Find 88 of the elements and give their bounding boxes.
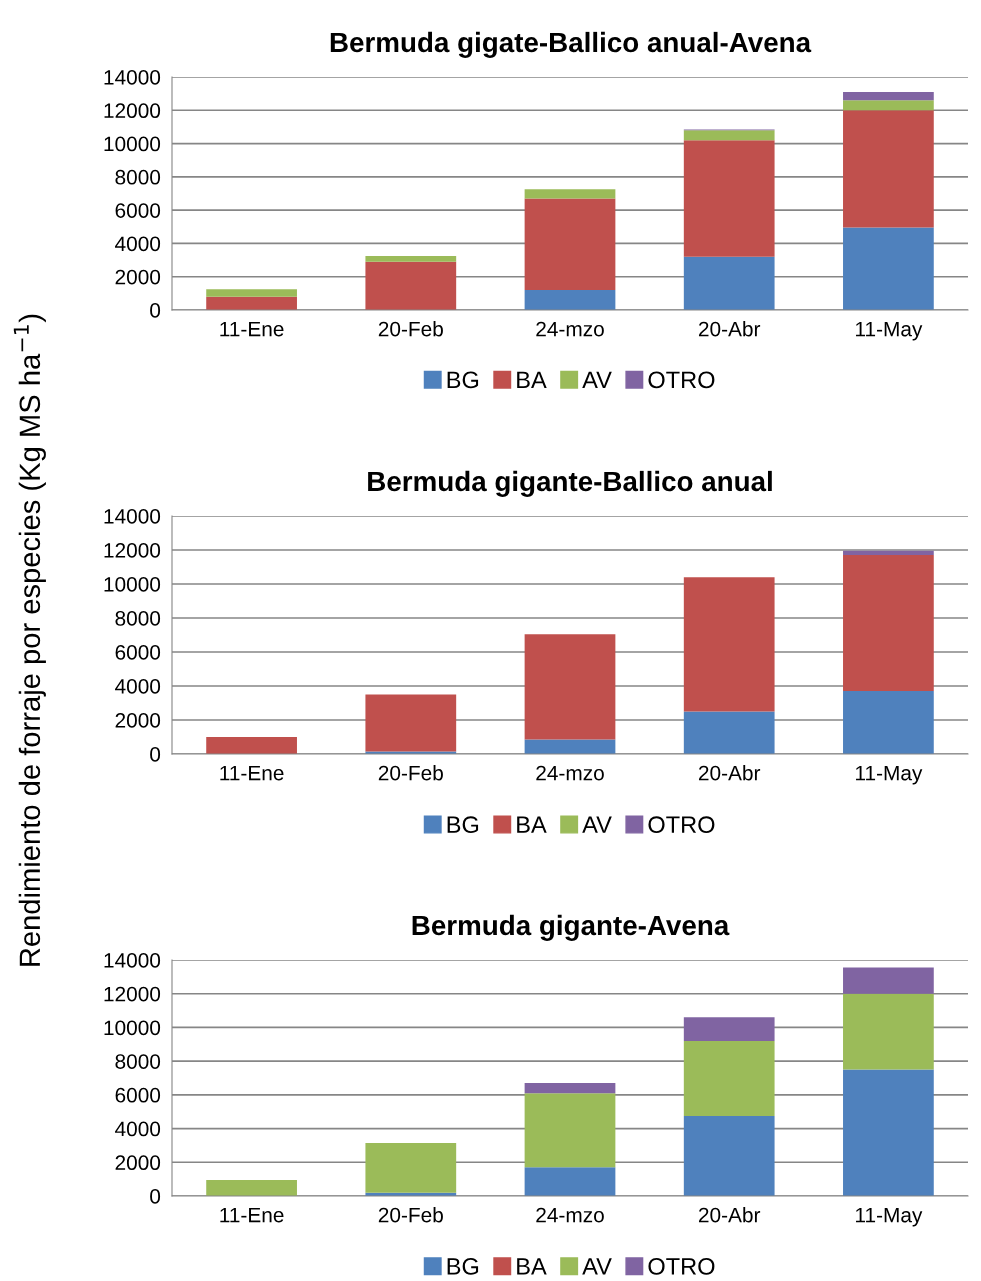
y-tick-label: 14000: [104, 70, 161, 85]
x-tick-label: 11-Ene: [220, 321, 284, 337]
bar: [683, 256, 775, 310]
y-tick-label: 0: [150, 303, 161, 318]
bar: [683, 711, 775, 754]
y-tick-label: 0: [150, 747, 161, 762]
legend-label: BA: [517, 816, 547, 833]
bar: [524, 1167, 616, 1196]
y-tick-label: 4000: [115, 679, 161, 694]
x-tick-label: 20-Feb: [378, 765, 443, 781]
x-tick-label: 11-Ene: [220, 765, 284, 781]
legend-label: BG: [447, 816, 479, 834]
legend-label: BG: [447, 371, 479, 389]
legend-label: OTRO: [648, 1257, 715, 1275]
bar: [843, 1069, 934, 1196]
x-tick-label: 20-Abr: [698, 765, 761, 781]
bar: [683, 1017, 775, 1041]
bar: [524, 198, 616, 291]
bar: [524, 634, 616, 740]
y-tick-label: 8000: [115, 169, 161, 185]
legend-label: BG: [447, 1257, 479, 1275]
y-tick-label: 12000: [104, 986, 161, 1002]
bar: [683, 577, 775, 712]
bar: [683, 140, 775, 257]
legend-label: AV: [582, 371, 612, 388]
bar: [683, 1040, 775, 1116]
bar: [524, 290, 616, 310]
chart-title: Bermuda gigante-Ballico anual: [368, 470, 772, 497]
legend-label: BA: [517, 1258, 547, 1275]
y-tick-label: 6000: [115, 203, 161, 218]
bar: [843, 91, 934, 101]
x-tick-label: 11-May: [856, 1207, 923, 1227]
bar: [524, 1093, 616, 1168]
bar: [524, 1083, 616, 1094]
bar: [843, 100, 934, 111]
bar: [683, 130, 775, 141]
bar: [843, 227, 934, 310]
y-axis-title: Rendimiento de forraje por especies (Kg MS ha$^{−1}$): [13, 314, 46, 966]
bar: [206, 737, 297, 754]
chart-title: Bermuda gigate-Ballico anual-Avena: [330, 31, 812, 58]
legend-label: AV: [582, 1258, 612, 1275]
bar: [206, 289, 297, 297]
y-tick-label: 10000: [104, 577, 161, 592]
legend-label: BA: [517, 371, 547, 388]
bar: [365, 255, 457, 262]
bar: [843, 993, 934, 1070]
bar: [843, 110, 934, 228]
bar: [683, 1115, 775, 1196]
x-tick-label: 24-mzo: [536, 1207, 604, 1223]
bar: [843, 967, 934, 994]
legend-label: AV: [582, 816, 612, 833]
bar: [843, 555, 934, 692]
legend-label: OTRO: [648, 816, 715, 834]
x-tick-label: 11-May: [856, 765, 923, 785]
y-tick-label: 10000: [104, 136, 161, 152]
x-tick-label: 20-Abr: [698, 1207, 761, 1223]
bar: [365, 1142, 457, 1193]
y-tick-label: 8000: [115, 1054, 161, 1069]
x-tick-label: 20-Feb: [378, 321, 443, 337]
y-tick-label: 4000: [115, 1121, 161, 1137]
x-tick-label: 11-May: [856, 321, 923, 341]
x-tick-label: 20-Feb: [378, 1207, 443, 1223]
bar: [524, 189, 616, 199]
y-tick-label: 12000: [104, 543, 161, 558]
y-tick-label: 2000: [115, 269, 161, 285]
y-tick-label: 8000: [115, 611, 161, 626]
bar: [206, 296, 297, 310]
y-tick-label: 6000: [115, 1087, 161, 1103]
x-tick-label: 24-mzo: [536, 765, 604, 781]
y-tick-label: 2000: [115, 713, 161, 728]
bar: [365, 694, 457, 752]
y-tick-label: 6000: [115, 645, 161, 660]
y-tick-label: 12000: [104, 103, 161, 119]
y-tick-label: 10000: [104, 1020, 161, 1036]
y-tick-label: 4000: [115, 236, 161, 252]
x-tick-label: 24-mzo: [536, 321, 604, 337]
legend-label: OTRO: [648, 371, 715, 389]
chart-title: Bermuda gigante-Avena: [412, 914, 730, 941]
y-tick-label: 0: [150, 1189, 161, 1204]
bar: [843, 691, 934, 754]
x-tick-label: 11-Ene: [220, 1207, 284, 1223]
bar: [843, 550, 934, 556]
bar: [365, 261, 457, 310]
y-tick-label: 2000: [115, 1155, 161, 1171]
y-tick-label: 14000: [104, 953, 161, 968]
bar: [206, 1179, 297, 1196]
y-tick-label: 14000: [104, 509, 161, 524]
x-tick-label: 20-Abr: [698, 321, 761, 337]
